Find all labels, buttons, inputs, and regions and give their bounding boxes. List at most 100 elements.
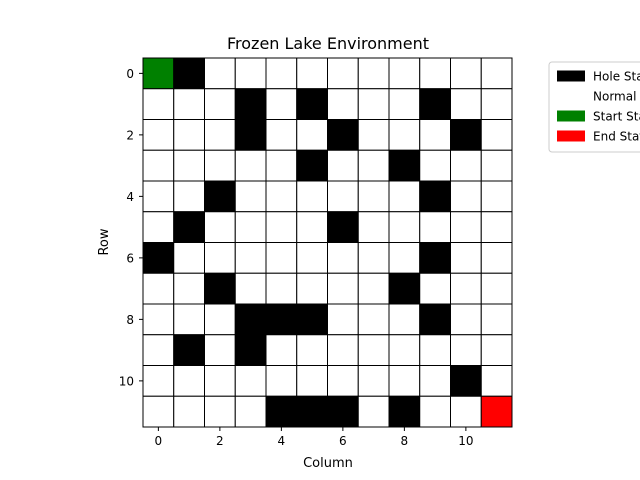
cell-hole-r1-c9	[419, 88, 451, 120]
cell-normal-r6-c11	[480, 242, 513, 274]
cell-normal-r10-c2	[204, 365, 236, 397]
legend-swatch-hole	[557, 70, 585, 82]
cell-end-r11-c11	[480, 395, 513, 428]
cell-normal-r4-c3	[234, 180, 267, 213]
cell-hole-r8-c5	[296, 303, 328, 336]
cell-normal-r4-c8	[388, 180, 421, 213]
cell-normal-r9-c10	[450, 334, 482, 366]
cell-hole-r11-c6	[327, 395, 359, 428]
cell-hole-r11-c4	[265, 395, 298, 428]
x-tick-label: 4	[278, 434, 286, 448]
y-tick-label: 10	[119, 374, 134, 388]
legend-label-end: End State	[593, 130, 640, 144]
cell-normal-r1-c4	[265, 88, 298, 120]
cell-normal-r2-c4	[265, 119, 298, 151]
cell-normal-r8-c11	[480, 303, 513, 336]
cell-normal-r6-c6	[327, 242, 359, 274]
cell-normal-r3-c9	[419, 149, 451, 182]
cell-normal-r11-c10	[450, 395, 482, 428]
cell-normal-r3-c3	[234, 149, 267, 182]
cell-normal-r2-c1	[173, 119, 205, 151]
cell-normal-r2-c0	[142, 119, 175, 151]
y-tick-label: 2	[126, 128, 134, 142]
y-tick-label: 6	[126, 251, 134, 265]
cell-normal-r6-c4	[265, 242, 298, 274]
cell-normal-r5-c7	[357, 211, 390, 243]
cell-hole-r2-c6	[327, 119, 359, 151]
x-tick-label: 6	[339, 434, 347, 448]
cell-hole-r2-c10	[450, 119, 482, 151]
cell-hole-r0-c1	[173, 57, 205, 90]
cell-normal-r6-c8	[388, 242, 421, 274]
cell-normal-r1-c11	[480, 88, 513, 120]
cell-normal-r10-c0	[142, 365, 175, 397]
cell-normal-r10-c7	[357, 365, 390, 397]
cell-normal-r11-c1	[173, 395, 205, 428]
cell-normal-r2-c8	[388, 119, 421, 151]
cell-normal-r10-c6	[327, 365, 359, 397]
cell-normal-r11-c0	[142, 395, 175, 428]
cell-normal-r6-c2	[204, 242, 236, 274]
lake-grid	[142, 57, 513, 428]
cell-normal-r7-c10	[450, 272, 482, 305]
cell-normal-r4-c6	[327, 180, 359, 213]
cell-normal-r11-c9	[419, 395, 451, 428]
cell-normal-r7-c4	[265, 272, 298, 305]
cell-normal-r11-c2	[204, 395, 236, 428]
cell-normal-r3-c1	[173, 149, 205, 182]
y-axis-label: Row	[97, 228, 112, 255]
cell-normal-r7-c5	[296, 272, 328, 305]
cell-normal-r9-c7	[357, 334, 390, 366]
cell-normal-r0-c11	[480, 57, 513, 90]
cell-normal-r0-c8	[388, 57, 421, 90]
cell-hole-r9-c3	[234, 334, 267, 366]
x-axis-ticks: 0 2 4 6 8 10	[155, 427, 474, 448]
cell-normal-r6-c1	[173, 242, 205, 274]
legend-swatch-start	[557, 110, 585, 122]
cell-normal-r2-c11	[480, 119, 513, 151]
cell-hole-r3-c5	[296, 149, 328, 182]
cell-hole-r7-c8	[388, 272, 421, 305]
legend-label-normal: Normal State	[593, 90, 640, 104]
legend-box	[548, 61, 640, 153]
cell-normal-r2-c9	[419, 119, 451, 151]
cell-normal-r9-c11	[480, 334, 513, 366]
cell-normal-r3-c10	[450, 149, 482, 182]
x-tick-label: 8	[401, 434, 409, 448]
cell-normal-r6-c10	[450, 242, 482, 274]
y-tick-label: 0	[126, 67, 134, 81]
cell-normal-r7-c1	[173, 272, 205, 305]
cell-normal-r9-c0	[142, 334, 175, 366]
cell-normal-r9-c4	[265, 334, 298, 366]
cell-normal-r5-c2	[204, 211, 236, 243]
cell-hole-r1-c3	[234, 88, 267, 120]
cell-start-r0-c0	[142, 57, 175, 90]
y-tick-label: 4	[126, 190, 134, 204]
chart-title: Frozen Lake Environment	[227, 34, 429, 53]
cell-normal-r9-c9	[419, 334, 451, 366]
cell-normal-r4-c5	[296, 180, 328, 213]
legend-label-start: Start State	[593, 110, 640, 124]
cell-normal-r3-c2	[204, 149, 236, 182]
cell-normal-r4-c7	[357, 180, 390, 213]
cell-normal-r4-c0	[142, 180, 175, 213]
cell-normal-r8-c10	[450, 303, 482, 336]
cell-normal-r5-c8	[388, 211, 421, 243]
cell-hole-r5-c6	[327, 211, 359, 243]
cell-normal-r6-c7	[357, 242, 390, 274]
cell-normal-r5-c10	[450, 211, 482, 243]
cell-hole-r6-c0	[142, 242, 175, 274]
cell-hole-r6-c9	[419, 242, 451, 274]
cell-normal-r0-c3	[234, 57, 267, 90]
cell-normal-r8-c1	[173, 303, 205, 336]
cell-normal-r1-c6	[327, 88, 359, 120]
cell-normal-r0-c2	[204, 57, 236, 90]
cell-normal-r6-c3	[234, 242, 267, 274]
axes-border	[142, 57, 513, 428]
y-axis-ticks: 0 2 4 6 8 10	[119, 67, 143, 388]
cell-hole-r8-c3	[234, 303, 267, 336]
cell-hole-r1-c5	[296, 88, 328, 120]
cell-hole-r9-c1	[173, 334, 205, 366]
cell-normal-r1-c2	[204, 88, 236, 120]
